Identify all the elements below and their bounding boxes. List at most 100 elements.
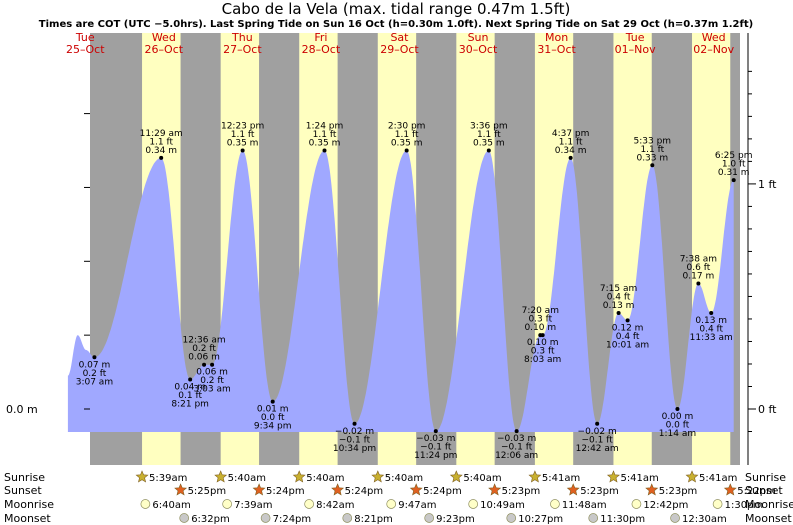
tide-label-line: 0.35 m	[473, 139, 505, 149]
tide-label-line: 0.2 ft	[192, 344, 216, 354]
moonset-icon	[179, 513, 190, 523]
sunrise-icon	[528, 470, 542, 483]
moonset-time: 8:21pm	[354, 514, 393, 525]
low-tide-label: 0.01 m0.0 ft9:34 pm	[254, 405, 292, 432]
sunset-time: 5:23pm	[580, 486, 619, 497]
sunset-time: 5:23pm	[502, 486, 541, 497]
sunset-time: 5:25pm	[188, 486, 227, 497]
sunrise-icon	[449, 470, 463, 483]
tide-label-line: 0.04 m	[174, 382, 206, 392]
moonrise-icon	[468, 499, 479, 509]
sunrise-icon	[685, 470, 699, 483]
tide-label-line: 6:25 pm	[715, 151, 753, 161]
tide-label-line: 1.1 ft	[313, 130, 337, 140]
sunset-icon	[488, 483, 502, 496]
moonset-icon	[670, 513, 680, 523]
sunset-row-label-right: Sunset	[745, 484, 783, 497]
tide-label-line: 1.1 ft	[395, 130, 419, 140]
day-headers: Tue25–OctWed26–OctThu27–OctFri28–OctSat2…	[66, 31, 735, 56]
sunrise-icon	[214, 470, 228, 483]
low-tide-label: 0.07 m0.2 ft3:07 am	[76, 360, 113, 387]
day-date: 27–Oct	[223, 43, 262, 56]
moonrise-icon	[631, 499, 642, 509]
moonset-time: 9:23pm	[436, 514, 475, 525]
day-name: Tue	[625, 31, 645, 44]
high-tide-label: 7:38 am0.6 ft0.17 m	[680, 254, 717, 281]
moonrise-icon	[550, 499, 560, 509]
high-tide-label: 12:36 am0.2 ft0.06 m	[183, 336, 226, 363]
tide-curve-area	[67, 150, 734, 432]
sunrise-time: 5:41am	[542, 473, 580, 484]
tide-label-line: 9:34 pm	[254, 422, 292, 432]
tide-label-line: 11:29 am	[140, 129, 183, 139]
high-tide-dot	[731, 178, 736, 183]
sunset-icon	[645, 483, 659, 496]
high-tide-dot	[616, 310, 621, 315]
left-axis-label: 0.0 m	[6, 403, 38, 416]
tide-label-line: 7:20 am	[522, 306, 559, 316]
day-date: 02–Nov	[693, 43, 734, 56]
day-date: 29–Oct	[380, 43, 419, 56]
tide-label-line: 0.3 ft	[528, 315, 552, 325]
tide-label-line: 12:36 am	[183, 336, 226, 346]
tide-label-line: 11:33 am	[690, 333, 733, 343]
axes: 0.0 m 0 ft 1 ft	[6, 33, 777, 465]
low-tide-dot	[625, 318, 630, 323]
sunset-icon	[331, 483, 345, 496]
moonrise-time: 8:42am	[316, 500, 354, 511]
sunset-time: 5:24pm	[423, 486, 462, 497]
tide-label-line: 0.6 ft	[687, 263, 711, 273]
moonset-time: 12:30am	[682, 514, 727, 525]
moonset-icon	[506, 513, 517, 523]
high-tide-label: 7:20 am0.3 ft0.10 m	[522, 306, 559, 333]
moonrise-icon	[222, 499, 232, 509]
sunrise-time: 5:41am	[699, 473, 737, 484]
moonrise-icon	[712, 499, 723, 509]
sunset-time: 5:23pm	[659, 486, 698, 497]
moonrise-icon	[304, 499, 314, 509]
tide-label-line: 0.34 m	[555, 146, 587, 156]
low-tide-dot	[92, 355, 97, 360]
day-name: Tue	[75, 31, 95, 44]
tide-label-line: −0.02 m	[335, 427, 374, 437]
tide-label-line: 8:21 pm	[171, 399, 209, 409]
moonrise-icon	[386, 499, 397, 509]
tide-label-line: 0.0 ft	[666, 421, 690, 431]
high-tide-label: 6:25 pm1.0 ft0.31 m	[715, 151, 753, 178]
tide-label-line: −0.1 ft	[582, 435, 614, 445]
tide-label-line: 0.13 m	[695, 316, 727, 326]
tide-label-line: 1.1 ft	[559, 137, 583, 147]
sunrise-icon	[292, 470, 306, 483]
day-date: 31–Oct	[537, 43, 576, 56]
sunrise-icon	[606, 470, 620, 483]
moonset-row-label: Moonset	[4, 512, 51, 525]
tide-label-line: 10:34 pm	[333, 444, 376, 454]
high-tide-dot	[202, 362, 207, 367]
tide-label-line: 0.35 m	[391, 139, 423, 149]
tide-label-line: 10:01 am	[606, 340, 649, 350]
moonset-icon	[424, 513, 435, 523]
moonrise-icon	[140, 499, 151, 509]
day-name: Fri	[314, 31, 327, 44]
tide-label-line: 11:24 pm	[414, 451, 457, 461]
high-tide-dot	[322, 148, 327, 153]
tide-label-line: −0.03 m	[416, 434, 455, 444]
low-tide-dot	[595, 421, 600, 426]
low-tide-dot	[433, 429, 438, 434]
high-tide-dot	[650, 163, 655, 168]
high-tide-dot	[159, 155, 164, 160]
high-tide-dot	[404, 148, 409, 153]
tide-label-line: 0.10 m	[527, 338, 559, 348]
tide-label-line: 0.33 m	[636, 153, 668, 163]
tide-label-line: −0.02 m	[578, 427, 617, 437]
sunrise-row-label-right: Sunrise	[745, 471, 786, 484]
sunrise-time: 5:40am	[385, 473, 423, 484]
low-tide-label: 0.10 m0.3 ft8:03 am	[524, 338, 561, 365]
low-tide-label: 0.00 m0.0 ft1:14 am	[659, 412, 696, 439]
low-tide-dot	[675, 407, 680, 411]
sunset-icon	[566, 483, 580, 496]
